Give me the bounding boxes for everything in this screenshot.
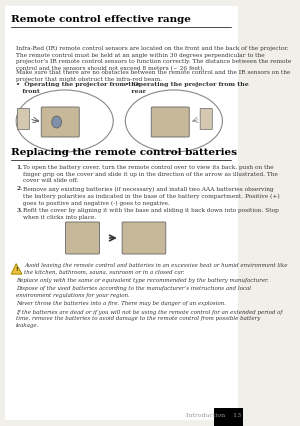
FancyBboxPatch shape [151,107,189,137]
Circle shape [52,116,62,128]
Ellipse shape [125,90,222,152]
Text: Replacing the remote control batteries: Replacing the remote control batteries [11,148,237,157]
Text: Infra-Red (IR) remote control sensors are located on the front and the back of t: Infra-Red (IR) remote control sensors ar… [16,46,291,71]
Text: Introduction    13: Introduction 13 [186,413,241,418]
Text: Make sure that there are no obstacles between the remote control and the IR sens: Make sure that there are no obstacles be… [16,70,291,82]
Text: •  Operating the projector from the
   rear: • Operating the projector from the rear [125,82,249,94]
FancyBboxPatch shape [5,6,238,420]
Text: 3.: 3. [16,208,22,213]
FancyBboxPatch shape [17,109,29,130]
Text: 1.: 1. [16,165,22,170]
FancyBboxPatch shape [122,222,166,254]
Text: Remove any existing batteries (if necessary) and install two AAA batteries obser: Remove any existing batteries (if necess… [22,187,279,206]
Text: Never throw the batteries into a fire. There may be danger of an explosion.: Never throw the batteries into a fire. T… [16,301,226,306]
FancyBboxPatch shape [41,107,79,137]
Text: Avoid leaving the remote control and batteries in an excessive heat or humid env: Avoid leaving the remote control and bat… [24,263,288,274]
Text: !: ! [15,267,18,272]
Text: If the batteries are dead or if you will not be using the remote control for an : If the batteries are dead or if you will… [16,310,283,328]
Text: Refit the cover by aligning it with the base and sliding it back down into posit: Refit the cover by aligning it with the … [22,208,278,219]
Text: To open the battery cover, turn the remote control over to view its back, push o: To open the battery cover, turn the remo… [22,165,278,183]
Ellipse shape [16,90,113,152]
Text: Remote control effective range: Remote control effective range [11,15,191,24]
Text: •  Operating the projector from the
   front: • Operating the projector from the front [16,82,140,94]
FancyBboxPatch shape [214,408,243,426]
Text: 2.: 2. [16,187,22,192]
FancyBboxPatch shape [200,109,212,130]
Text: Replace only with the same or equivalent type recommended by the battery manufac: Replace only with the same or equivalent… [16,278,269,282]
Polygon shape [11,264,22,274]
Text: Dispose of the used batteries according to the manufacturer’s instructions and l: Dispose of the used batteries according … [16,286,251,298]
FancyBboxPatch shape [65,222,100,254]
